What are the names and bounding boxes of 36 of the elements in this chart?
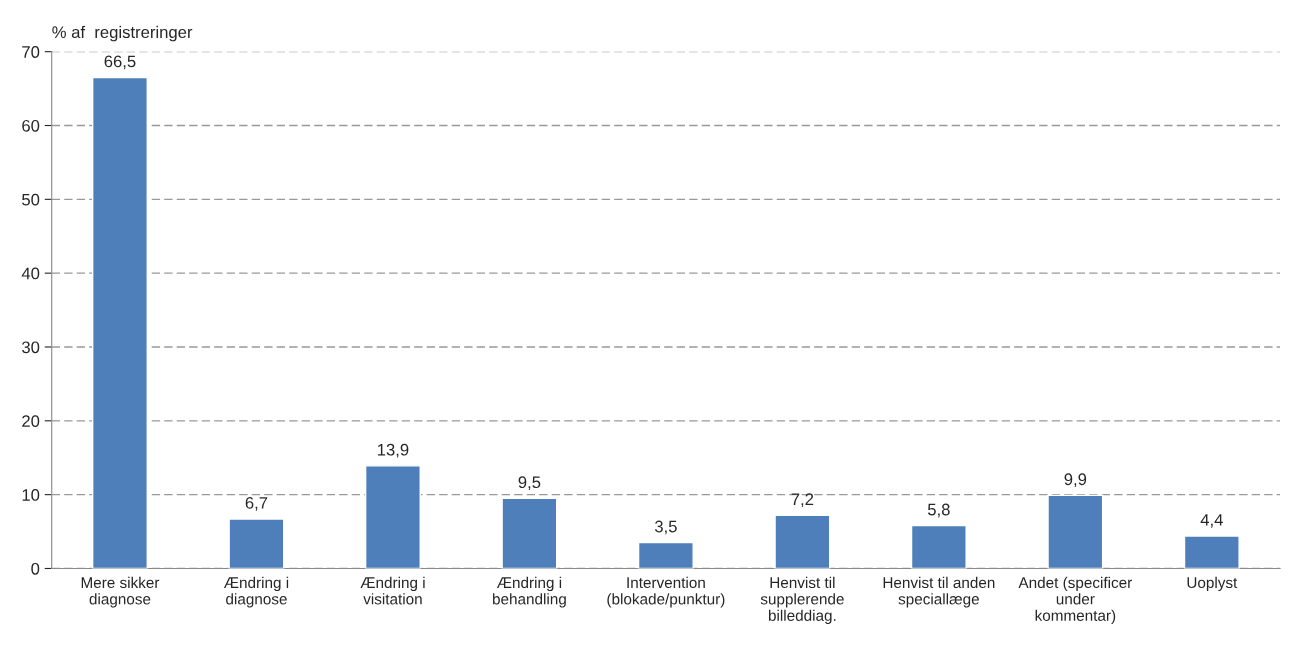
- data-label: 6,7: [245, 496, 268, 511]
- y-tick-label: 0: [31, 562, 40, 575]
- x-tick-label: Henvist til anden speciallæge: [883, 576, 995, 608]
- x-tick-label: Ændring i behandling: [493, 576, 566, 608]
- bar: [501, 497, 558, 569]
- x-tick-label: Mere sikker diagnose: [81, 576, 160, 608]
- data-label: 9,9: [1064, 473, 1087, 488]
- y-tick-label: 60: [22, 119, 40, 132]
- y-axis-title: % af registreringer: [52, 25, 193, 42]
- bar: [228, 518, 285, 569]
- data-label: 13,9: [377, 443, 409, 458]
- bar: [637, 541, 694, 569]
- x-tick-label: Intervention (blokade/punktur): [607, 576, 725, 608]
- y-tick-label: 10: [22, 489, 40, 501]
- x-tick-label: Uoplyst: [1187, 576, 1238, 592]
- x-tick-label: Ændring i visitation: [360, 576, 425, 605]
- data-label: 4,4: [1200, 514, 1223, 528]
- data-label: 7,2: [791, 493, 814, 508]
- y-tick-label: 20: [22, 415, 40, 428]
- y-tick-label: 30: [22, 341, 40, 354]
- data-label: 66,5: [104, 55, 136, 70]
- bar: [91, 76, 148, 569]
- bar: [910, 524, 967, 569]
- data-label: 5,8: [927, 503, 950, 518]
- y-tick-label: 50: [22, 193, 40, 206]
- x-tick-label: Henvist til supplerende billeddiag.: [760, 576, 844, 624]
- bar: [364, 465, 421, 569]
- x-tick-label: Ændring i diagnose: [223, 576, 289, 608]
- bar: [774, 514, 831, 569]
- y-tick-label: 40: [21, 267, 40, 280]
- data-label: 9,5: [518, 476, 541, 491]
- data-label: 3,5: [654, 520, 677, 535]
- y-tick-label: 70: [22, 46, 40, 58]
- bar: [1183, 535, 1240, 569]
- x-tick-label: Andet (specificer under kommentar): [1018, 576, 1132, 624]
- bar: [1047, 494, 1104, 569]
